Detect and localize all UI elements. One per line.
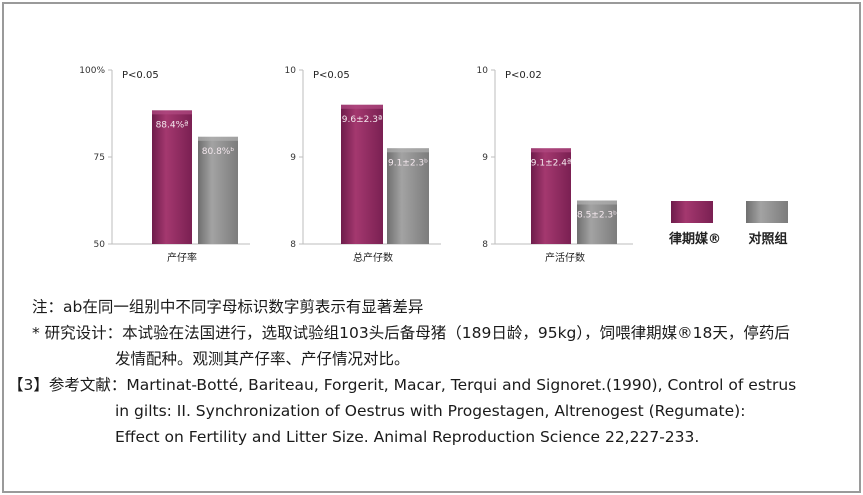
y-tick-label: 9 (482, 153, 488, 163)
notes-block: 注：ab在同一组别中不同字母标识数字剪表示有显著差异 * 研究设计：本试验在法国… (8, 294, 862, 450)
x-axis-label: 产仔率 (167, 251, 197, 264)
note-reference-cont-2: Effect on Fertility and Litter Size. Ani… (115, 428, 700, 446)
chart-panel-2: 8 9 10 P<0.05 9.6±2.3ª 9.1±2.3ᵇ 总产仔数 (285, 66, 441, 264)
bar-control (577, 200, 617, 244)
y-tick-label: 8 (482, 240, 488, 250)
bar-treatment (152, 110, 192, 244)
note-study-design: * 研究设计：本试验在法国进行，选取试验组103头后备母猪（189日龄，95kg… (32, 324, 790, 342)
charts-canvas: 50 75 100% P<0.05 88.4%ª 80.8%ᵇ 产仔率 8 9 10 P<0.05 9… (79, 66, 788, 264)
note-reference: 【3】参考文献：Martinat-Botté, Bariteau, Forger… (8, 376, 797, 394)
bar-top-highlight (198, 136, 238, 141)
y-tick-label: 100% (79, 66, 105, 76)
y-tick-label: 8 (290, 240, 296, 250)
bar-top-highlight (387, 148, 429, 153)
y-tick-label: 50 (94, 240, 106, 250)
p-value-annotation: P<0.02 (505, 70, 542, 81)
data-label: 9.6±2.3ª (342, 115, 382, 125)
note-significance: 注：ab在同一组别中不同字母标识数字剪表示有显著差异 (32, 298, 424, 316)
data-label: 8.5±2.3ᵇ (577, 211, 617, 221)
data-label: 80.8%ᵇ (202, 147, 235, 157)
chart-panel-3: 8 9 10 P<0.02 9.1±2.4ª 8.5±2.3ᵇ 产活仔数 (477, 66, 633, 264)
y-tick-label: 75 (94, 153, 105, 163)
data-label: 9.1±2.4ª (531, 158, 571, 168)
legend-swatch-treatment (671, 201, 713, 223)
legend-swatch-control (746, 201, 788, 223)
p-value-annotation: P<0.05 (122, 70, 159, 81)
legend: 律期媒® 对照组 (669, 201, 788, 247)
bar-control (198, 136, 238, 244)
bar-control (387, 148, 429, 244)
x-axis-label: 总产仔数 (353, 251, 393, 264)
chart-panel-1: 50 75 100% P<0.05 88.4%ª 80.8%ᵇ 产仔率 (79, 66, 250, 264)
legend-label-control: 对照组 (748, 231, 787, 247)
legend-label-treatment: 律期媒® (669, 231, 721, 247)
bar-treatment (531, 148, 571, 244)
note-study-design-cont: 发情配种。观测其产仔率、产仔情况对比。 (115, 350, 410, 368)
data-label: 9.1±2.3ᵇ (388, 158, 428, 168)
bar-top-highlight (341, 104, 383, 109)
note-reference-cont-1: in gilts: II. Synchronization of Oestrus… (115, 402, 746, 420)
x-axis-label: 产活仔数 (545, 251, 585, 264)
y-tick-label: 9 (290, 153, 296, 163)
bar-treatment (341, 104, 383, 244)
data-label: 88.4%ª (156, 120, 189, 130)
bar-top-highlight (152, 110, 192, 115)
bar-top-highlight (531, 148, 571, 153)
y-tick-label: 10 (477, 66, 489, 76)
bar-top-highlight (577, 200, 617, 205)
p-value-annotation: P<0.05 (313, 70, 350, 81)
y-tick-label: 10 (285, 66, 297, 76)
